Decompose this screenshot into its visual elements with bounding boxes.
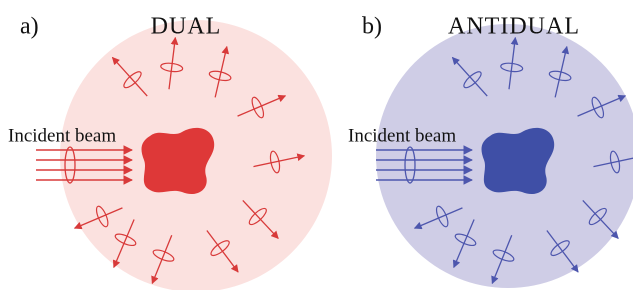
- panel-letter: b): [362, 14, 382, 40]
- panel-title: ANTIDUAL: [448, 14, 580, 40]
- panel-title: DUAL: [151, 14, 222, 40]
- figure: a) DUAL Incident beam b) ANTIDUAL Incide…: [0, 0, 633, 290]
- panel-letter: a): [20, 14, 39, 40]
- beam-label: Incident beam: [348, 125, 456, 146]
- panel-antidual: b) ANTIDUAL Incident beam: [348, 14, 633, 289]
- scatterer: [142, 128, 215, 194]
- beam-label: Incident beam: [8, 125, 116, 146]
- scatterer: [482, 128, 555, 194]
- panel-dual: a) DUAL Incident beam: [8, 14, 332, 290]
